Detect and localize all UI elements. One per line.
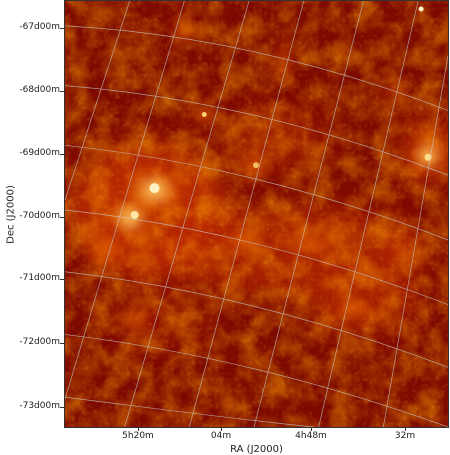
y-tick-mark (60, 28, 64, 29)
x-tick-mark (311, 428, 312, 431)
y-tick-label: -67d00m (19, 22, 60, 32)
sky-image-panel (64, 0, 449, 428)
y-tick-mark (60, 154, 64, 155)
x-tick-mark (405, 428, 406, 431)
y-tick-label: -71d00m (19, 273, 60, 283)
y-tick-mark (60, 91, 64, 92)
x-axis-label: RA (J2000) (230, 444, 283, 455)
x-tick-label: 32m (394, 431, 416, 441)
infrared-sky-map (65, 1, 448, 427)
y-tick-label: -68d00m (19, 85, 60, 95)
x-tick-label: 04m (210, 431, 232, 441)
y-tick-mark (60, 279, 64, 280)
x-tick-mark (221, 428, 222, 431)
y-axis-label: Dec (J2000) (5, 185, 17, 244)
y-tick-label: -73d00m (19, 401, 60, 411)
y-tick-mark (60, 407, 64, 408)
y-tick-label: -72d00m (19, 337, 60, 347)
x-tick-mark (138, 428, 139, 431)
y-tick-label: -70d00m (19, 211, 60, 221)
y-tick-label: -69d00m (19, 148, 60, 158)
coordinate-grid (65, 1, 448, 427)
x-tick-label: 4h48m (295, 431, 327, 441)
x-tick-label: 5h20m (122, 431, 154, 441)
y-tick-mark (60, 217, 64, 218)
y-tick-mark (60, 343, 64, 344)
